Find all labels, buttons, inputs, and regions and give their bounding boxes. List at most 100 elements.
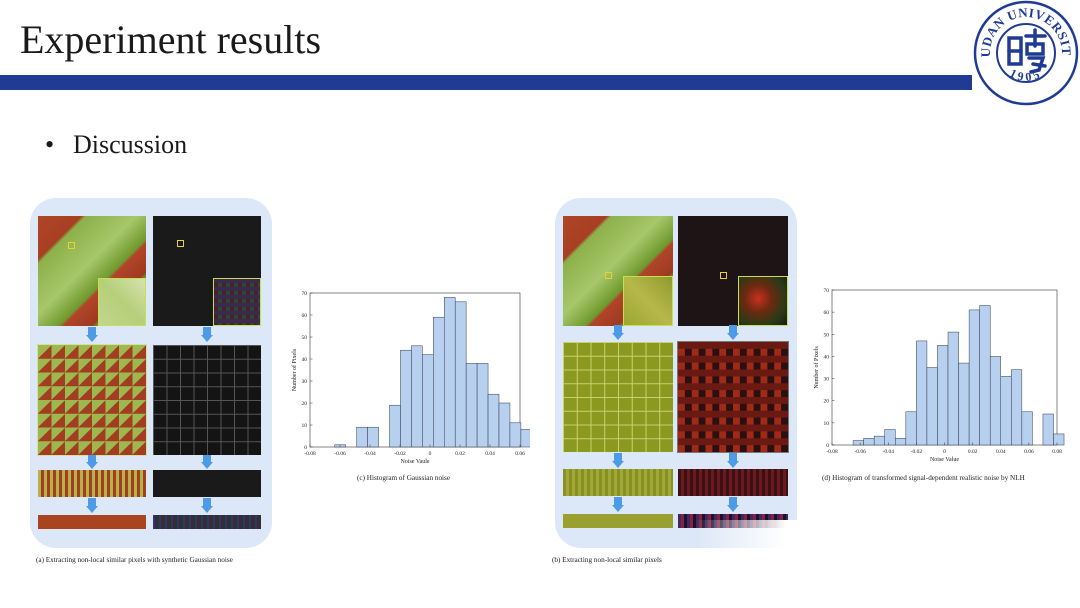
university-logo: FUDAN UNIVERSITY 1905 <box>973 0 1079 106</box>
hist-c-ylabel: Number of Pixels <box>291 348 298 391</box>
hist-d-ytick-label: 10 <box>824 421 830 427</box>
figure-a-noisy-strip <box>153 470 261 497</box>
hist-c-bar <box>400 349 412 448</box>
arrow-down-icon <box>203 327 211 335</box>
hist-d-xtick-label: -0.06 <box>854 449 866 455</box>
hist-c-bar <box>454 301 467 448</box>
figure-a-clean-highlight <box>68 242 75 249</box>
arrow-down-icon <box>201 506 213 513</box>
hist-c-ytick-label: 50 <box>302 335 308 341</box>
hist-d-bar <box>916 340 928 446</box>
hist-d-bar <box>1011 369 1023 446</box>
hist-d-xtick-label: 0.08 <box>1052 449 1062 455</box>
arrow-down-icon <box>203 455 211 462</box>
figure-a-clean-zoom <box>98 278 146 326</box>
figure-a-noisy-highlight <box>177 240 184 247</box>
hist-c-ytick-label: 30 <box>302 379 308 385</box>
hist-c-bar <box>498 402 511 448</box>
arrow-down-icon <box>86 506 98 513</box>
hist-c-xlabel: Noise Vaule <box>400 459 429 465</box>
figure-b-noisy-patches <box>677 341 789 453</box>
hist-d-bar <box>1021 411 1033 446</box>
hist-c-bar <box>444 297 456 448</box>
hist-c-bar <box>433 316 445 448</box>
arrow-down-icon <box>727 461 739 468</box>
arrow-down-icon <box>612 505 624 512</box>
arrow-down-icon <box>201 335 213 342</box>
histogram-d: -0.08 -0.06 -0.04 -0.02 0 0.02 0.04 0.06 0.08 0 10… <box>813 288 1065 463</box>
hist-d-xtick-label: 0.04 <box>996 449 1006 455</box>
arrow-down-icon <box>729 453 737 461</box>
title-underline-bar <box>0 75 972 90</box>
figure-a-noisy-row <box>153 515 261 529</box>
arrow-down-icon <box>727 333 739 340</box>
figure-b-noisy-image <box>678 216 788 326</box>
arrow-down-icon <box>729 325 737 333</box>
arrow-down-icon <box>88 455 96 462</box>
hist-c-bar <box>422 354 434 448</box>
arrow-down-icon <box>614 497 622 505</box>
hist-d-bar <box>873 435 885 446</box>
hist-d-bar <box>979 305 991 446</box>
figure-a-clean-patches <box>37 344 147 456</box>
figure-a-noisy-patches <box>153 345 261 455</box>
figure-a-caption: (a) Extracting non-local similar pixels … <box>36 556 233 564</box>
hist-d-bar <box>968 309 980 446</box>
hist-d-bar <box>947 331 959 446</box>
arrow-down-icon <box>612 333 624 340</box>
hist-c-bar <box>356 426 368 448</box>
hist-d-ytick-label: 20 <box>824 399 830 405</box>
hist-c-bar <box>465 363 478 448</box>
hist-d-bar <box>937 345 949 446</box>
hist-d-ytick-label: 70 <box>824 288 830 294</box>
figure-b-clean-image <box>563 216 673 326</box>
hist-c-bar <box>476 363 489 448</box>
hist-c-xtick-label: -0.02 <box>394 451 406 457</box>
figure-b-noisy-strip <box>678 469 788 496</box>
hist-d-bar <box>989 356 1001 446</box>
arrow-down-icon <box>614 453 622 461</box>
arrow-down-icon <box>88 498 96 506</box>
figure-a-clean-image <box>38 216 146 326</box>
hist-d-xlabel: Noise Value <box>930 457 959 463</box>
hist-d-xtick-label: 0.02 <box>968 449 978 455</box>
hist-c-ytick-label: 40 <box>302 357 308 363</box>
arrow-down-icon <box>614 325 622 333</box>
figure-b-noisy-highlight <box>720 272 727 279</box>
hist-c-xtick-label: 0.02 <box>455 451 465 457</box>
arrow-down-icon <box>727 505 739 512</box>
hist-d-ytick-label: 60 <box>824 310 830 316</box>
figure-b-fade <box>695 520 825 560</box>
hist-c-xtick-label: -0.08 <box>304 451 316 457</box>
hist-d-bar <box>1042 413 1054 446</box>
logo-emblem-glyph <box>1007 28 1047 74</box>
figure-b-clean-patches <box>563 342 673 452</box>
hist-c-ytick-label: 70 <box>302 291 308 297</box>
figure-b-clean-strip <box>563 469 673 496</box>
hist-d-xtick-label: 0.06 <box>1024 449 1034 455</box>
hist-d-bar <box>1053 433 1065 446</box>
hist-d-ytick-label: 40 <box>824 354 830 360</box>
bullet-discussion: • Discussion <box>45 130 187 160</box>
arrow-down-icon <box>612 461 624 468</box>
hist-d-ylabel: Number of Pixels <box>813 346 820 389</box>
arrow-down-icon <box>86 335 98 342</box>
hist-d-bar <box>863 438 875 446</box>
hist-c-bar <box>389 404 401 448</box>
hist-c-xtick-label: 0.04 <box>485 451 495 457</box>
hist-c-bar <box>520 429 530 448</box>
histogram-c: -0.08 -0.06 -0.04 -0.02 0 0.02 0.04 0.06 0 10 20 30… <box>291 291 530 465</box>
slide-title: Experiment results <box>20 17 322 62</box>
hist-d-xtick-label: -0.02 <box>911 449 923 455</box>
figure-a-noisy-image <box>153 216 261 326</box>
figure-a-clean-strip <box>38 470 146 497</box>
arrow-down-icon <box>88 327 96 335</box>
hist-c-xtick-label: 0 <box>429 451 432 457</box>
hist-d-bar <box>884 429 896 446</box>
hist-c-xtick-label: 0.06 <box>515 451 525 457</box>
hist-c-ytick-label: 0 <box>304 445 307 451</box>
figure-c-caption: (c) Histogram of Gaussian noise <box>357 474 451 482</box>
arrow-down-icon <box>201 462 213 469</box>
hist-d-ytick-label: 50 <box>824 332 830 338</box>
bullet-text: Discussion <box>73 130 188 159</box>
